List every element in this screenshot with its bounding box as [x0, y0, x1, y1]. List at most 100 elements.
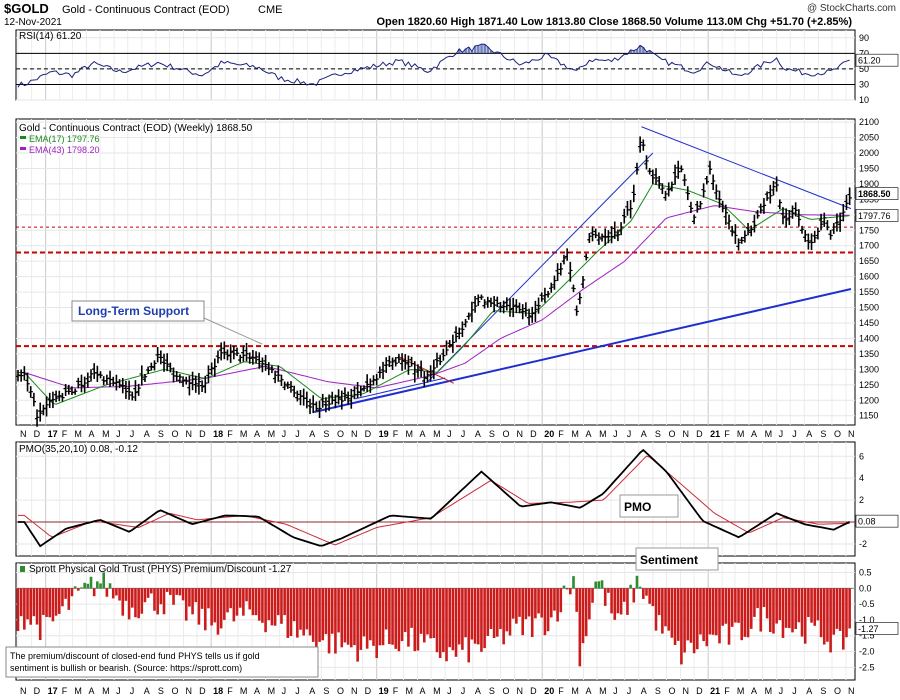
price-bar — [663, 190, 668, 201]
sentiment-bar — [118, 588, 121, 601]
sentiment-bar — [708, 588, 712, 635]
price-bar — [768, 184, 773, 204]
price-bar — [301, 388, 306, 406]
sentiment-bar — [527, 588, 531, 617]
sentiment-bar — [327, 588, 331, 654]
price-bar — [736, 238, 741, 251]
sentiment-bar — [346, 588, 350, 645]
rsi-value-tag-box — [855, 53, 899, 67]
time-tick-label: O — [171, 429, 178, 439]
price-bar — [320, 393, 325, 408]
price-bar — [457, 327, 462, 340]
sentiment-bar — [197, 588, 201, 625]
sentiment-bar — [695, 588, 699, 650]
time-tick-label: D — [696, 686, 703, 696]
price-bar — [809, 233, 814, 251]
sentiment-bar — [359, 588, 363, 650]
price-bar — [60, 392, 65, 402]
sentiment-bar — [245, 588, 248, 602]
price-bar — [215, 350, 221, 364]
rsi-overbought-fill — [477, 45, 480, 54]
price-bar — [685, 186, 690, 201]
price-bar — [298, 390, 303, 406]
price-bar — [695, 200, 700, 213]
price-bar — [606, 230, 611, 244]
price-bar — [396, 353, 402, 364]
rsi-overbought-fill — [632, 50, 636, 54]
price-bar — [25, 372, 30, 392]
price-bar — [209, 362, 214, 375]
sentiment-bar — [822, 588, 826, 645]
price-bar — [431, 359, 437, 380]
long-term-support-line — [313, 288, 852, 413]
sentiment-bar — [96, 581, 99, 589]
sentiment-bar — [673, 588, 677, 646]
sentiment-bar — [683, 588, 686, 653]
price-bar — [403, 354, 408, 370]
sentiment-bar — [410, 588, 413, 628]
price-bar — [98, 371, 103, 379]
ema17-label: EMA(17) 1797.76 — [29, 134, 100, 144]
sentiment-bar — [308, 588, 312, 636]
sentiment-bar — [788, 588, 791, 629]
time-tick-label: M — [74, 429, 82, 439]
price-bar — [190, 371, 195, 391]
sentiment-bar — [670, 588, 674, 638]
sentiment-bar — [381, 588, 385, 646]
sentiment-bar — [191, 588, 194, 615]
sentiment-bar — [680, 588, 683, 665]
price-bar — [206, 365, 211, 384]
sentiment-bar — [800, 588, 804, 637]
sentiment-bar — [569, 588, 572, 595]
sentiment-bar — [702, 588, 705, 642]
price-tick-label: 1700 — [859, 241, 879, 251]
sentiment-bar — [232, 588, 236, 622]
rsi-panel — [16, 43, 855, 88]
sentiment-bar — [632, 588, 636, 603]
sentiment-bar — [502, 588, 505, 645]
rsi-overbought-fill — [458, 48, 461, 54]
price-title: Gold - Continuous Contract (EOD) (Weekly… — [19, 123, 253, 134]
price-bar — [44, 396, 49, 417]
sentiment-bar — [137, 588, 140, 619]
sentiment-bar — [724, 588, 728, 624]
price-bar — [571, 284, 576, 293]
sentiment-bar — [77, 588, 80, 591]
sentiment-bar — [121, 588, 125, 616]
sentiment-value-tag-box — [855, 622, 899, 635]
price-bar — [263, 354, 268, 371]
time-tick-label: O — [337, 686, 344, 696]
sentiment-tick-label: -2.5 — [859, 662, 875, 672]
rsi-tick-label: 50 — [859, 64, 869, 74]
price-bar — [761, 198, 767, 214]
price-bar — [288, 381, 294, 393]
price-bar — [831, 223, 836, 234]
price-bar — [231, 345, 237, 360]
time-tick-label: D — [365, 686, 372, 696]
time-tick-label: O — [502, 686, 509, 696]
sentiment-bar — [778, 588, 782, 621]
time-tick-label: S — [820, 686, 826, 696]
ema43-label: EMA(43) 1798.20 — [29, 145, 100, 155]
price-bar — [593, 228, 598, 239]
sentiment-panel — [16, 572, 855, 667]
short-support-line — [355, 377, 446, 400]
sentiment-bar — [45, 588, 48, 617]
watermark: @ StockCharts.com — [807, 3, 896, 14]
sentiment-bar — [229, 588, 232, 609]
price-bar — [57, 390, 62, 402]
rsi-overbought-fill — [638, 45, 642, 54]
price-bar — [434, 352, 440, 368]
date-label: 12-Nov-2021 — [4, 17, 62, 28]
sentiment-bar — [111, 588, 115, 599]
price-bar — [155, 347, 160, 363]
sentiment-bar — [216, 588, 220, 635]
price-bar — [790, 205, 795, 219]
price-bar — [428, 365, 433, 382]
sentiment-bar — [654, 588, 658, 631]
sentiment-tick-label: -1.5 — [859, 631, 875, 641]
sentiment-bar — [508, 588, 512, 636]
price-bar — [618, 222, 624, 236]
sentiment-bar — [73, 586, 77, 589]
time-tick-label: D — [530, 429, 537, 439]
